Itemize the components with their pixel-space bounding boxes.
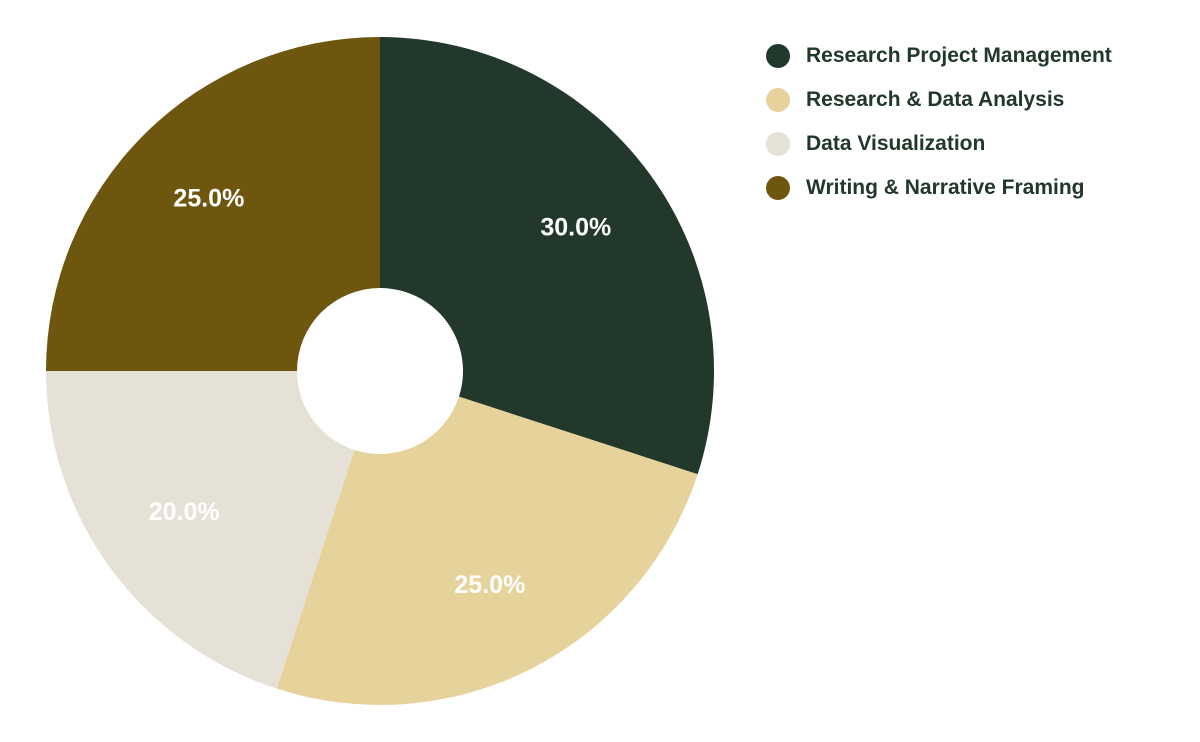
legend-item-writing-and-narrative-framing: Writing & Narrative Framing: [766, 166, 1112, 210]
slice-writing-and-narrative-framing: [46, 37, 380, 371]
legend-swatch-icon: [766, 88, 790, 112]
legend-label: Research Project Management: [806, 44, 1112, 67]
legend-label: Research & Data Analysis: [806, 88, 1065, 111]
slice-research-project-management: [379, 37, 715, 475]
slice-data-visualization: [46, 371, 355, 689]
slice-research-and-data-analysis: [276, 396, 698, 705]
slice-labels: 30.0% 25.0% 20.0% 25.0%: [149, 184, 611, 599]
slice-label-data-visualization: 20.0%: [149, 498, 220, 526]
legend-item-research-project-management: Research Project Management: [766, 34, 1112, 78]
legend-swatch-icon: [766, 176, 790, 200]
legend-swatch-icon: [766, 44, 790, 68]
slice-label-research-and-data-analysis: 25.0%: [454, 571, 525, 599]
legend-swatch-icon: [766, 132, 790, 156]
legend-label: Data Visualization: [806, 132, 986, 155]
slice-label-research-project-management: 30.0%: [540, 213, 611, 241]
donut-slices: [46, 37, 715, 705]
chart-legend: Research Project Management Research & Da…: [766, 34, 1112, 210]
legend-item-data-visualization: Data Visualization: [766, 122, 1112, 166]
slice-label-writing-and-narrative-framing: 25.0%: [173, 184, 244, 212]
legend-item-research-and-data-analysis: Research & Data Analysis: [766, 78, 1112, 122]
legend-label: Writing & Narrative Framing: [806, 176, 1085, 199]
